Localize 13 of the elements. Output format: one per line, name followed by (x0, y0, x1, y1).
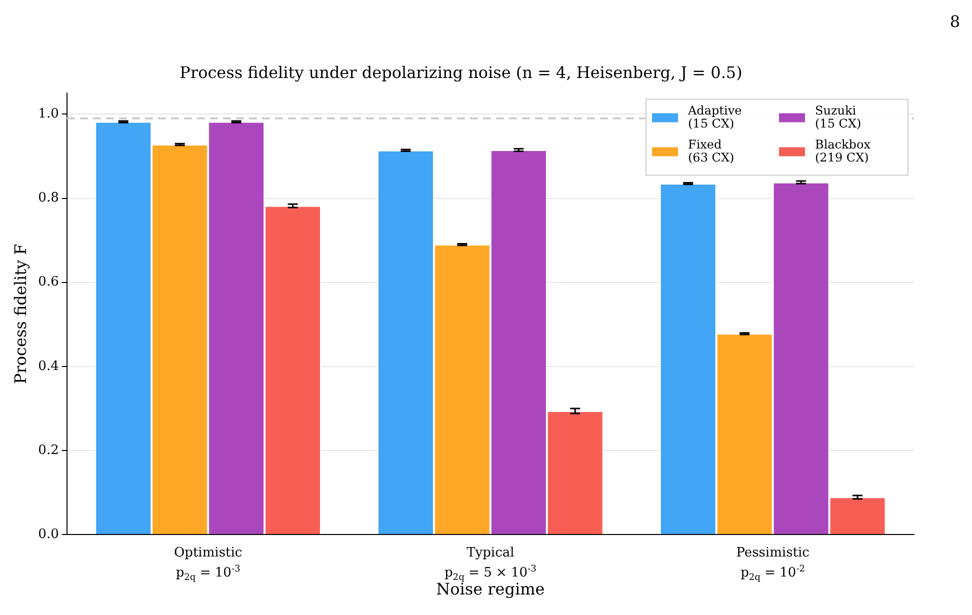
y-tick-label: 1.0 (38, 106, 59, 122)
y-tick-label: 0.6 (38, 274, 59, 290)
legend-label: Adaptive (15 CX) (687, 103, 742, 130)
legend-label: Suzuki (15 CX) (815, 103, 862, 130)
chart-title: Process fidelity under depolarizing noise (n = 4, Heisenberg, J = 0.5) (180, 62, 742, 82)
legend-label: Fixed (63 CX) (688, 137, 734, 164)
y-tick-label: 0.2 (38, 442, 59, 458)
y-tick-label: 0.0 (38, 526, 59, 542)
legend-label: Blackbox (219 CX) (815, 137, 871, 164)
text: 8 (950, 12, 960, 31)
y-tick-label: 0.8 (38, 190, 59, 206)
y-tick-label: 0.4 (38, 358, 59, 374)
y-axis-title: Process fidelity F (10, 244, 30, 384)
